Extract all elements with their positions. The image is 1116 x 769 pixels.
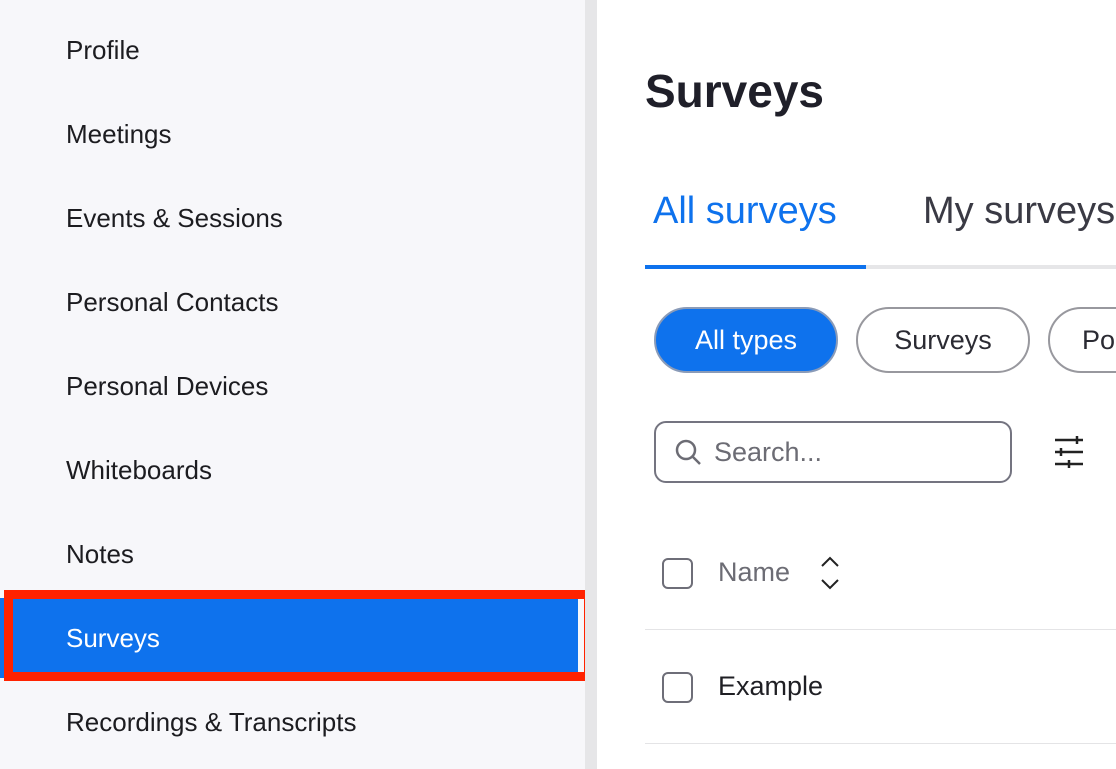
table-row-name[interactable]: Example <box>718 671 824 701</box>
search-input[interactable] <box>714 436 974 468</box>
sort-icon[interactable] <box>819 556 841 590</box>
search-box[interactable] <box>654 421 1012 483</box>
sidebar-item-events[interactable]: Events & Sessions <box>66 202 283 233</box>
filter-all-types[interactable]: All types <box>654 307 838 373</box>
row-divider <box>645 629 1116 630</box>
column-header-name[interactable]: Name <box>718 557 791 587</box>
sidebar-item-notes[interactable]: Notes <box>66 538 134 569</box>
sidebar-item-personal-devices[interactable]: Personal Devices <box>66 370 269 401</box>
filter-polls[interactable]: Polls <box>1048 307 1116 373</box>
sidebar-item-surveys[interactable]: Surveys <box>0 598 578 678</box>
main-content: Surveys All surveys My surveys All types… <box>597 0 1116 769</box>
select-all-checkbox[interactable] <box>662 558 693 589</box>
sidebar-item-recordings[interactable]: Recordings & Transcripts <box>66 706 357 737</box>
filter-sliders-icon[interactable] <box>1053 436 1085 468</box>
tab-my-surveys[interactable]: My surveys <box>923 190 1116 232</box>
sidebar-item-profile[interactable]: Profile <box>66 34 140 65</box>
sidebar: Profile Meetings Events & Sessions Perso… <box>0 34 578 737</box>
sidebar-scrollbar[interactable] <box>585 0 597 769</box>
sidebar-item-personal-contacts[interactable]: Personal Contacts <box>66 286 279 317</box>
row-divider <box>645 743 1116 744</box>
search-icon <box>675 439 701 465</box>
row-checkbox[interactable] <box>662 672 693 703</box>
active-tab-indicator <box>645 265 866 269</box>
tab-all-surveys[interactable]: All surveys <box>653 190 837 232</box>
sidebar-item-whiteboards[interactable]: Whiteboards <box>66 454 212 485</box>
sidebar-item-meetings[interactable]: Meetings <box>66 118 172 149</box>
page-title: Surveys <box>645 65 825 117</box>
filter-surveys[interactable]: Surveys <box>856 307 1030 373</box>
tab-divider <box>645 265 1116 269</box>
